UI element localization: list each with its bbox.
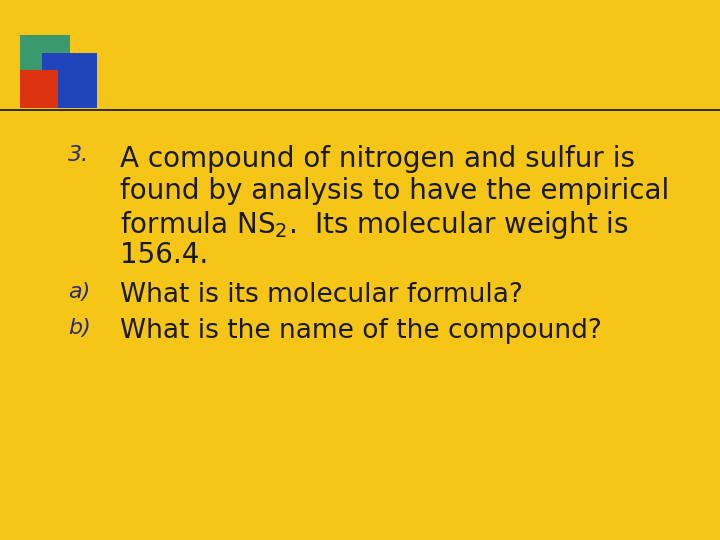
Text: a): a) [68, 282, 90, 302]
FancyBboxPatch shape [42, 53, 97, 108]
Text: 156.4.: 156.4. [120, 241, 208, 269]
FancyBboxPatch shape [20, 70, 58, 108]
Text: b): b) [68, 318, 91, 338]
Text: What is its molecular formula?: What is its molecular formula? [120, 282, 523, 308]
Text: A compound of nitrogen and sulfur is: A compound of nitrogen and sulfur is [120, 145, 635, 173]
FancyBboxPatch shape [20, 35, 70, 85]
Text: 3.: 3. [68, 145, 89, 165]
Text: What is the name of the compound?: What is the name of the compound? [120, 318, 602, 344]
Text: found by analysis to have the empirical: found by analysis to have the empirical [120, 177, 670, 205]
Text: formula NS$_2$.  Its molecular weight is: formula NS$_2$. Its molecular weight is [120, 209, 629, 241]
